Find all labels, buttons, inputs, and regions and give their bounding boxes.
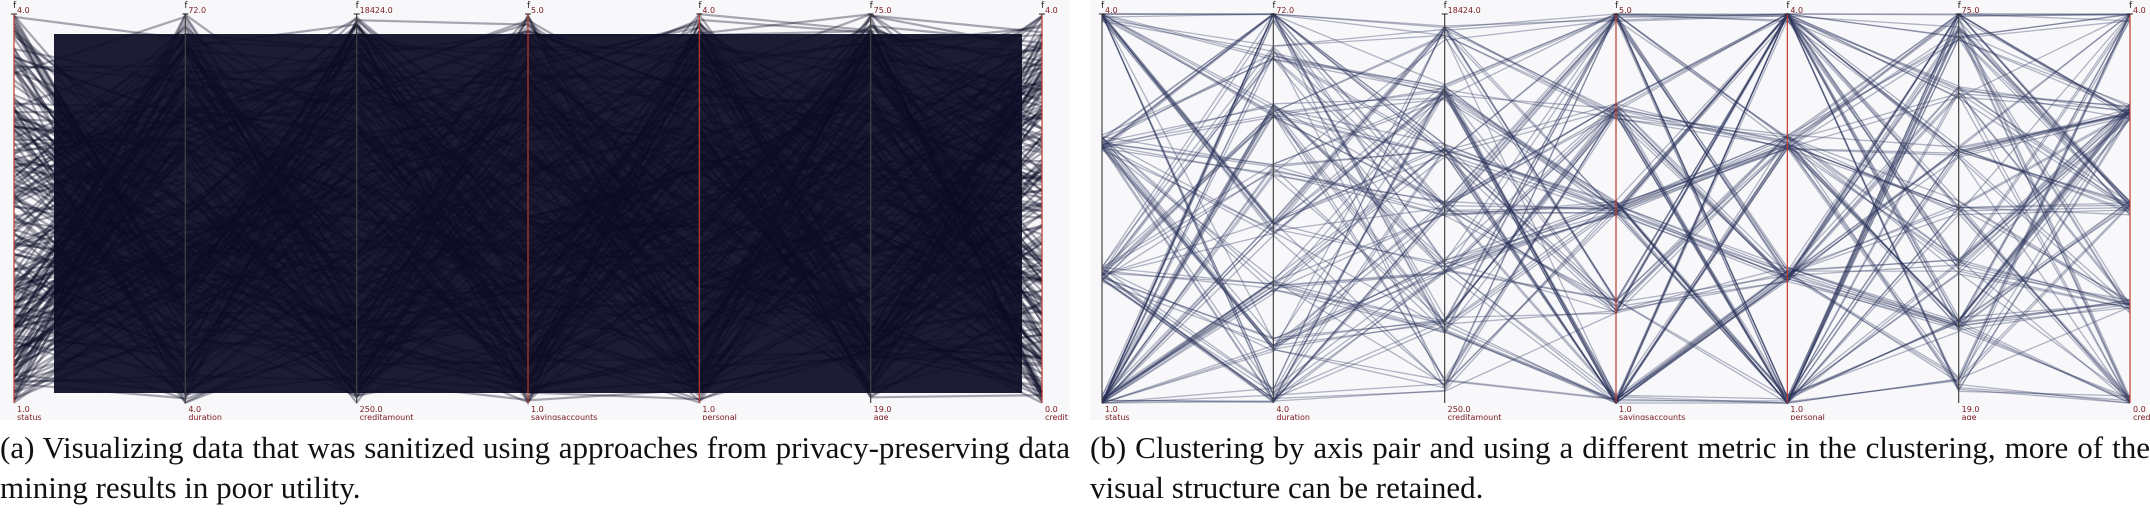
axis-name-label: creditamount <box>360 413 414 420</box>
axis-max-label: 4.0 <box>17 6 30 15</box>
axis-min-label: 0.0 <box>1045 405 1058 414</box>
axis-min-label: 250.0 <box>360 405 383 414</box>
axis-marker-glyph: f <box>2129 1 2133 11</box>
axis-min-label: 1.0 <box>1619 405 1632 414</box>
axis-name-label: credit <box>2133 413 2150 420</box>
axis-name-label: age <box>1962 413 1977 420</box>
axis-name-label: personal <box>1790 413 1825 420</box>
axis-marker-glyph: f <box>1272 1 1276 11</box>
axis-marker-glyph: f <box>1101 1 1105 11</box>
axis-max-label: 72.0 <box>188 6 206 15</box>
axis-max-label: 4.0 <box>702 6 715 15</box>
axis-marker-glyph: f <box>698 1 702 11</box>
axis-name-label: duration <box>1276 413 1310 420</box>
dense-region <box>54 34 1022 393</box>
axis-marker-glyph: f <box>1041 1 1045 11</box>
axis-marker-glyph: f <box>13 1 17 11</box>
axis-min-label: 1.0 <box>702 405 715 414</box>
axis-max-label: 4.0 <box>1045 6 1058 15</box>
caption-a: (a) Visualizing data that was sanitized … <box>0 430 1070 505</box>
axis-min-label: 4.0 <box>188 405 201 414</box>
axis-marker-glyph: f <box>1444 1 1448 11</box>
axis-name-label: status <box>17 413 42 420</box>
axis-marker-glyph: f <box>184 1 188 11</box>
axis-name-label: status <box>1105 413 1130 420</box>
axis-marker-glyph: f <box>1958 1 1962 11</box>
axis-name-label: credit <box>1045 413 1068 420</box>
axis-max-label: 75.0 <box>1962 6 1980 15</box>
axis-name-label: creditamount <box>1448 413 1502 420</box>
plot-background <box>1090 0 2150 420</box>
axis-max-label: 5.0 <box>531 6 544 15</box>
axis-max-label: 18424.0 <box>1448 6 1481 15</box>
axis-min-label: 1.0 <box>531 405 544 414</box>
axis-max-label: 4.0 <box>2133 6 2146 15</box>
axis-min-label: 250.0 <box>1448 405 1471 414</box>
axis-marker-glyph: f <box>1615 1 1619 11</box>
axis-min-label: 0.0 <box>2133 405 2146 414</box>
axis-name-label: savingsaccounts <box>531 413 597 420</box>
axis-max-label: 18424.0 <box>360 6 393 15</box>
axis-marker-glyph: f <box>356 1 360 11</box>
axis-name-label: duration <box>188 413 222 420</box>
axis-max-label: 75.0 <box>874 6 892 15</box>
panel-a: 4.0 1.0 status f 72.0 4.0 duration f 18424.0 250.… <box>0 0 1070 505</box>
axis-max-label: 4.0 <box>1105 6 1118 15</box>
axis-max-label: 5.0 <box>1619 6 1632 15</box>
axis-name-label: age <box>874 413 889 420</box>
axis-min-label: 1.0 <box>1105 405 1118 414</box>
axis-min-label: 1.0 <box>1790 405 1803 414</box>
axis-min-label: 19.0 <box>874 405 892 414</box>
axis-max-label: 4.0 <box>1790 6 1803 15</box>
panel-b: 4.0 1.0 status f 72.0 4.0 duration f 18424.0 250.… <box>1090 0 2150 505</box>
axis-name-label: savingsaccounts <box>1619 413 1685 420</box>
axis-min-label: 19.0 <box>1962 405 1980 414</box>
caption-b: (b) Clustering by axis pair and using a … <box>1090 430 2150 505</box>
axis-max-label: 72.0 <box>1276 6 1294 15</box>
axis-marker-glyph: f <box>870 1 874 11</box>
axis-min-label: 1.0 <box>17 405 30 414</box>
axis-min-label: 4.0 <box>1276 405 1289 414</box>
axis-marker-glyph: f <box>1786 1 1790 11</box>
axis-name-label: personal <box>702 413 737 420</box>
axis-marker-glyph: f <box>527 1 531 11</box>
